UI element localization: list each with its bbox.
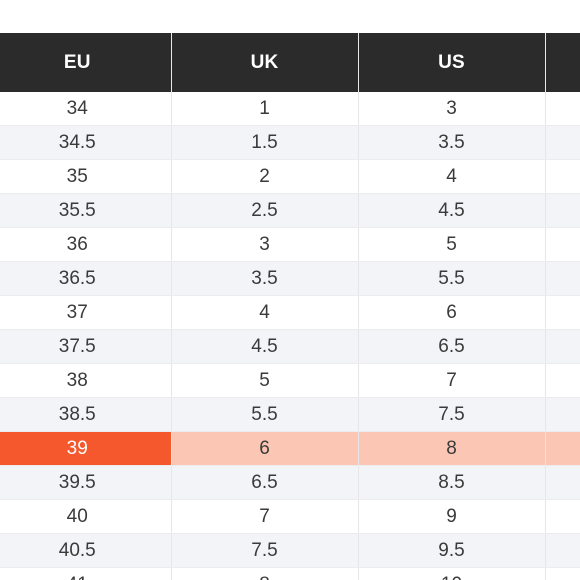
table-row[interactable]: 40.5 7.5 9.5 xyxy=(0,533,580,568)
cell-us: 9 xyxy=(358,499,546,534)
cell-extra xyxy=(545,499,580,534)
cell-uk: 2.5 xyxy=(171,193,359,228)
cell-uk: 1.5 xyxy=(171,125,359,160)
cell-us: 5.5 xyxy=(358,261,546,296)
cell-extra xyxy=(545,261,580,296)
cell-extra xyxy=(545,431,580,466)
header-eu: EU xyxy=(0,33,172,92)
cell-eu: 40 xyxy=(0,499,172,534)
cell-eu: 40.5 xyxy=(0,533,172,568)
cell-extra xyxy=(545,363,580,398)
cell-eu: 37.5 xyxy=(0,329,172,364)
table-row[interactable]: 34.5 1.5 3.5 xyxy=(0,125,580,160)
cell-extra xyxy=(545,397,580,432)
cell-uk: 6.5 xyxy=(171,465,359,500)
cell-eu: 38 xyxy=(0,363,172,398)
cell-us: 6 xyxy=(358,295,546,330)
table-row-selected[interactable]: 39 6 8 xyxy=(0,431,580,466)
table-row[interactable]: 40 7 9 xyxy=(0,499,580,534)
table-row[interactable]: 38.5 5.5 7.5 xyxy=(0,397,580,432)
cell-eu: 36.5 xyxy=(0,261,172,296)
cell-us: 4 xyxy=(358,159,546,194)
table-row[interactable]: 34 1 3 xyxy=(0,92,580,126)
cell-eu: 37 xyxy=(0,295,172,330)
cell-us: 3 xyxy=(358,92,546,126)
cell-extra xyxy=(545,567,580,580)
table-row[interactable]: 35.5 2.5 4.5 xyxy=(0,193,580,228)
cell-us: 6.5 xyxy=(358,329,546,364)
header-uk: UK xyxy=(171,33,359,92)
cell-extra xyxy=(545,193,580,228)
header-row: EU UK US xyxy=(0,33,580,92)
cell-eu: 35 xyxy=(0,159,172,194)
table-row[interactable]: 38 5 7 xyxy=(0,363,580,398)
table-row[interactable]: 35 2 4 xyxy=(0,159,580,194)
cell-uk: 3.5 xyxy=(171,261,359,296)
cell-eu: 41 xyxy=(0,567,172,580)
cell-us: 7 xyxy=(358,363,546,398)
table-row[interactable]: 36.5 3.5 5.5 xyxy=(0,261,580,296)
cell-extra xyxy=(545,125,580,160)
cell-uk: 5.5 xyxy=(171,397,359,432)
cell-us: 9.5 xyxy=(358,533,546,568)
cell-extra xyxy=(545,329,580,364)
cell-extra xyxy=(545,92,580,126)
cell-uk: 2 xyxy=(171,159,359,194)
cell-extra xyxy=(545,533,580,568)
cell-us: 4.5 xyxy=(358,193,546,228)
table-row[interactable]: 36 3 5 xyxy=(0,227,580,262)
cell-extra xyxy=(545,295,580,330)
cell-us: 8.5 xyxy=(358,465,546,500)
shoe-size-table: EU UK US 34 1 3 34.5 1.5 3.5 35 2 4 35.5 2.5 4.5 36 3… xyxy=(0,33,580,580)
cell-eu: 34.5 xyxy=(0,125,172,160)
cell-uk: 3 xyxy=(171,227,359,262)
table-body: 34 1 3 34.5 1.5 3.5 35 2 4 35.5 2.5 4.5 36 3 5 36.5 3.5 5… xyxy=(0,92,580,580)
cell-us: 7.5 xyxy=(358,397,546,432)
cell-extra xyxy=(545,227,580,262)
cell-eu: 35.5 xyxy=(0,193,172,228)
table-row[interactable]: 37.5 4.5 6.5 xyxy=(0,329,580,364)
cell-us: 8 xyxy=(358,431,546,466)
cell-us: 10 xyxy=(358,567,546,580)
cell-uk: 7.5 xyxy=(171,533,359,568)
cell-uk: 7 xyxy=(171,499,359,534)
table-row[interactable]: 37 4 6 xyxy=(0,295,580,330)
header-extra xyxy=(545,33,580,92)
cell-uk: 4.5 xyxy=(171,329,359,364)
cell-eu: 38.5 xyxy=(0,397,172,432)
cell-extra xyxy=(545,465,580,500)
header-us: US xyxy=(358,33,546,92)
table-row[interactable]: 41810 xyxy=(0,567,580,580)
cell-uk: 8 xyxy=(171,567,359,580)
cell-uk: 1 xyxy=(171,92,359,126)
cell-us: 3.5 xyxy=(358,125,546,160)
cell-eu: 39.5 xyxy=(0,465,172,500)
cell-uk: 6 xyxy=(171,431,359,466)
table-header: EU UK US xyxy=(0,33,580,92)
cell-eu: 34 xyxy=(0,92,172,126)
table-row[interactable]: 39.5 6.5 8.5 xyxy=(0,465,580,500)
cell-uk: 4 xyxy=(171,295,359,330)
cell-extra xyxy=(545,159,580,194)
cell-us: 5 xyxy=(358,227,546,262)
cell-eu: 39 xyxy=(0,431,172,466)
cell-uk: 5 xyxy=(171,363,359,398)
cell-eu: 36 xyxy=(0,227,172,262)
